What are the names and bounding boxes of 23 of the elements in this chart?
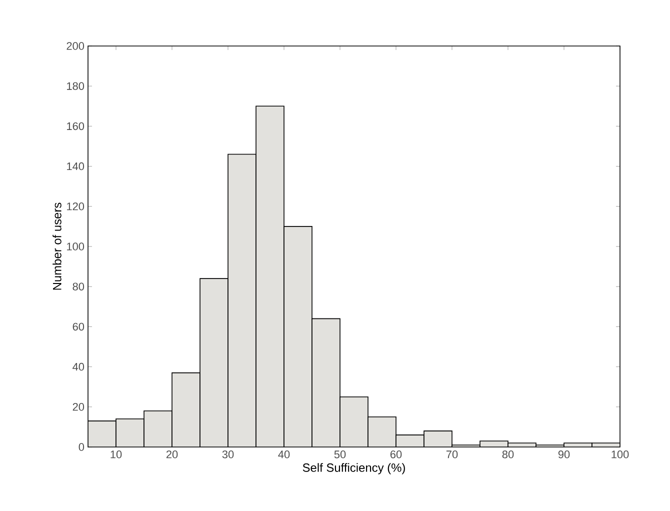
x-tick-label: 30 xyxy=(222,450,234,458)
x-tick-label: 10 xyxy=(110,450,122,458)
y-tick-label: 40 xyxy=(72,362,84,371)
y-tick-label: 0 xyxy=(78,443,84,451)
y-tick-label: 180 xyxy=(67,82,84,90)
y-tick-label: 200 xyxy=(66,42,84,50)
x-tick-label: 90 xyxy=(558,450,570,458)
x-tick-label: 80 xyxy=(502,450,514,458)
y-tick-label: 20 xyxy=(72,403,84,411)
y-axis-title: Number of users xyxy=(52,202,62,290)
x-tick-label: 50 xyxy=(334,450,346,458)
y-tick-label: 60 xyxy=(72,322,84,331)
x-tick-label: 20 xyxy=(166,450,178,458)
y-tick-label: 100 xyxy=(67,242,84,250)
x-tick-label: 40 xyxy=(278,450,290,458)
y-tick-label: 160 xyxy=(67,122,84,130)
y-tick-label: 140 xyxy=(67,162,84,170)
y-tick-label: 120 xyxy=(67,202,84,210)
x-tick-label: 60 xyxy=(390,450,402,458)
y-tick-label: 80 xyxy=(72,282,84,290)
x-axis-title: Self Sufficiency (%) xyxy=(302,463,405,474)
x-tick-label: 70 xyxy=(446,450,458,458)
x-tick-label: 100 xyxy=(612,450,629,458)
